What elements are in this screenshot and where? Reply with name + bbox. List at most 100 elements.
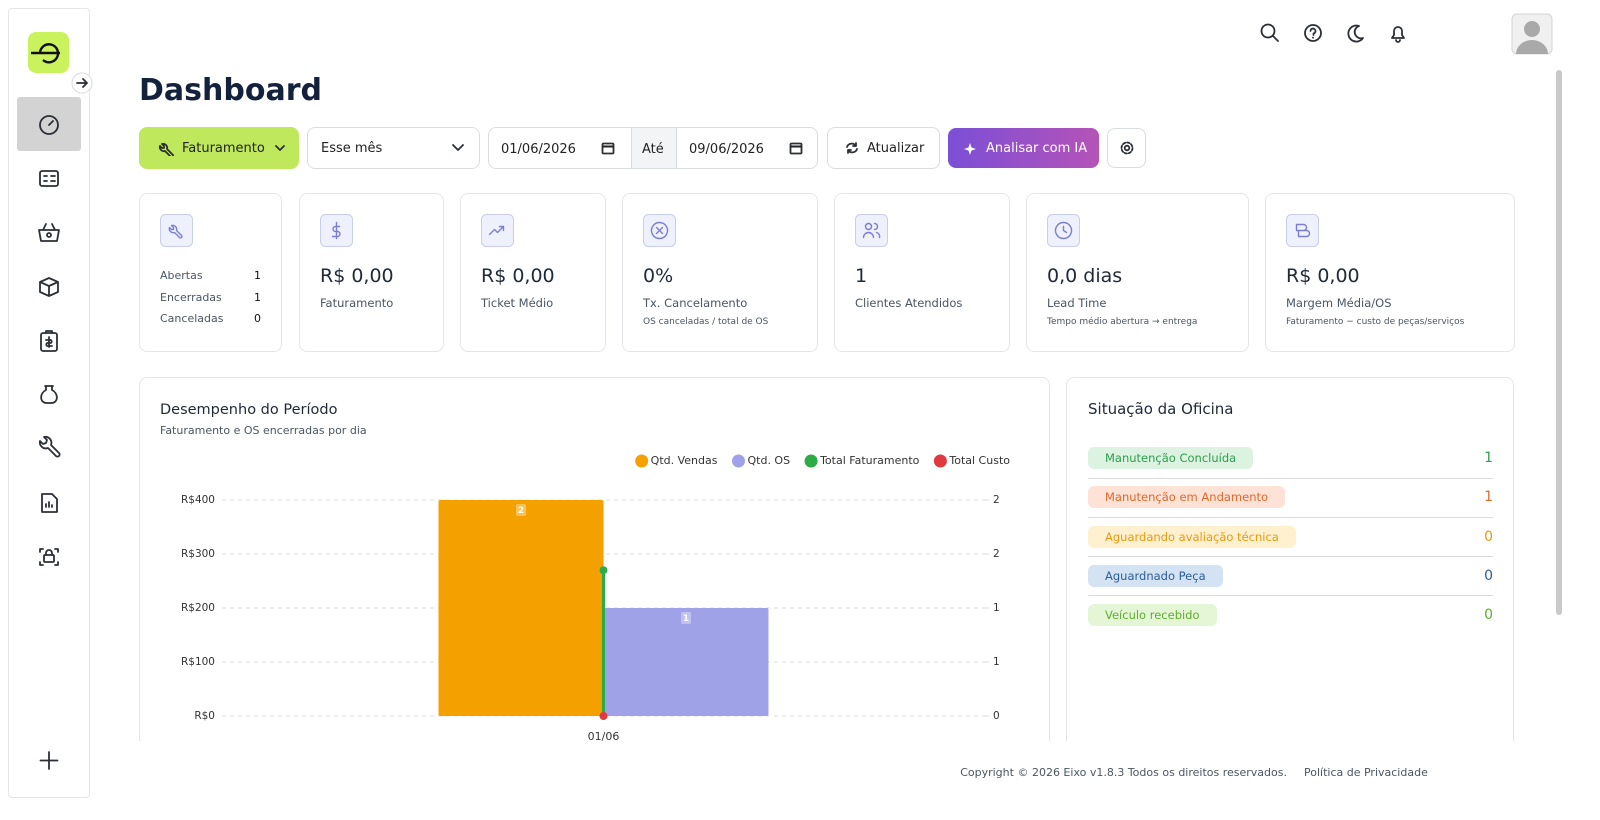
kpi-value: 0%	[643, 265, 674, 287]
y2-tick-label: 2	[993, 494, 1000, 506]
status-divider	[1088, 516, 1493, 518]
kpi-value: R$ 0,00	[320, 265, 394, 287]
legend-swatch	[635, 454, 649, 468]
status-count: 1	[1484, 450, 1493, 466]
icon-glyph	[1054, 221, 1073, 240]
metric-button[interactable]: Faturamento	[139, 127, 299, 169]
kpi-label: Tx. Cancelamento	[643, 296, 748, 310]
topbar-icons	[1260, 13, 1553, 55]
chart: Desempenho do Período Faturamento e OS en…	[160, 402, 1010, 741]
kpi-label: Lead Time	[1047, 296, 1107, 310]
kpi-note: Tempo médio abertura → entrega	[1047, 317, 1198, 327]
kpi-label: Ticket Médio	[481, 296, 554, 310]
gear-icon	[1120, 141, 1133, 155]
copyright: Copyright © 2026 Eixo v1.8.3 Todos os di…	[960, 766, 1287, 779]
status-count: 0	[1484, 607, 1493, 624]
bar-label-bg	[516, 504, 526, 516]
chart-subtitle: Faturamento e OS encerradas por dia	[160, 424, 367, 437]
period-select[interactable]: Esse mês	[307, 127, 480, 169]
date-from[interactable]: 01/06/2026	[501, 142, 576, 157]
search-icon[interactable]	[1260, 23, 1279, 42]
until-box	[631, 128, 677, 168]
analyze-button[interactable]: Analisar com IA	[948, 128, 1099, 168]
scrollbar[interactable]	[1556, 70, 1562, 615]
icon-glyph	[1295, 223, 1311, 238]
kpi-row-value: 0	[254, 312, 261, 325]
y-tick-label: R$400	[181, 494, 215, 506]
notifications-icon[interactable]	[1391, 26, 1405, 43]
status-pill: Veículo recebido	[1088, 604, 1217, 627]
nav-icons[interactable]	[38, 115, 61, 770]
theme-icon[interactable]	[1347, 24, 1364, 43]
status-count: 1	[1484, 489, 1493, 506]
legend-swatch	[731, 454, 745, 468]
kpi-row-label: Abertas	[160, 269, 203, 282]
date-to[interactable]: 09/06/2026	[689, 142, 764, 157]
legend-label: Total Custo	[948, 454, 1010, 467]
y-tick-label: R$300	[181, 548, 215, 560]
period-label: Esse mês	[321, 140, 383, 156]
bar	[603, 608, 769, 716]
kpi-note: OS canceladas / total de OS	[643, 317, 769, 327]
icon-box	[481, 214, 514, 247]
kpi-label: Faturamento	[320, 296, 394, 310]
icon-box	[855, 214, 888, 247]
kpi-note: Faturamento − custo de peças/serviços	[1286, 317, 1465, 327]
sidebar-icons	[17, 32, 93, 770]
help-icon[interactable]	[1304, 24, 1322, 42]
settings-button[interactable]	[1107, 128, 1146, 168]
kpi-icon	[320, 214, 353, 247]
kpi-value: R$ 0,00	[1286, 265, 1360, 287]
refresh-label: Atualizar	[867, 140, 925, 156]
status-pill: Aguardnado Peça	[1088, 564, 1223, 587]
arrow-icon	[76, 78, 88, 88]
kpi-row-label: Canceladas	[160, 312, 224, 325]
chevron	[452, 144, 464, 151]
kpi-value: R$ 0,00	[481, 265, 555, 287]
x-tick-label: 01/06	[588, 730, 620, 741]
status-divider	[1088, 595, 1493, 597]
icon-glyph	[168, 224, 183, 239]
kpi-icon	[481, 214, 514, 247]
analyze-label: Analisar com IA	[986, 140, 1088, 156]
refresh-button[interactable]: Atualizar	[827, 127, 940, 169]
calendar-icon[interactable]	[789, 141, 803, 155]
kpi-icon	[1286, 214, 1319, 247]
icon-glyph	[650, 221, 669, 240]
status-divider	[1088, 477, 1493, 479]
icon-glyph	[862, 222, 881, 239]
refresh-icon	[846, 142, 858, 154]
logo-mark	[31, 43, 60, 64]
y-tick-label: R$200	[181, 602, 215, 614]
bar	[438, 500, 604, 716]
status-title: Situação da Oficina	[1088, 400, 1234, 418]
kpi-value: 0,0 dias	[1047, 265, 1123, 287]
icon-glyph	[488, 225, 505, 236]
privacy-link[interactable]: Política de Privacidade	[1304, 766, 1428, 779]
status-count: 0	[1484, 567, 1493, 584]
line-point	[599, 712, 608, 720]
bar-label: 1	[683, 614, 689, 624]
legend-swatch	[933, 454, 947, 468]
kpi-value: 1	[855, 265, 868, 287]
avatar[interactable]	[1511, 13, 1553, 55]
bar-label: 2	[518, 506, 524, 516]
footer-area	[90, 741, 1560, 820]
page-title: Dashboard	[139, 73, 322, 108]
kpi-icon	[160, 214, 193, 247]
y-tick-label: R$0	[194, 710, 215, 722]
chart-title: Desempenho do Período	[160, 402, 338, 418]
calendar-icon[interactable]	[601, 141, 615, 155]
icon-glyph	[331, 221, 341, 240]
kpi-icon	[855, 214, 888, 247]
legend-label: Qtd. OS	[747, 454, 790, 467]
bar-label-bg	[681, 612, 691, 624]
kpi-icon	[643, 214, 676, 247]
kpi-row-label: Encerradas	[160, 290, 222, 304]
wrench-icon	[158, 142, 174, 156]
y2-tick-label: 1	[993, 602, 1000, 614]
date-range: 01/06/2026 Até 09/06/2026	[488, 127, 818, 169]
y2-tick-label: 1	[993, 656, 1000, 668]
kpi-icon	[1047, 214, 1080, 247]
